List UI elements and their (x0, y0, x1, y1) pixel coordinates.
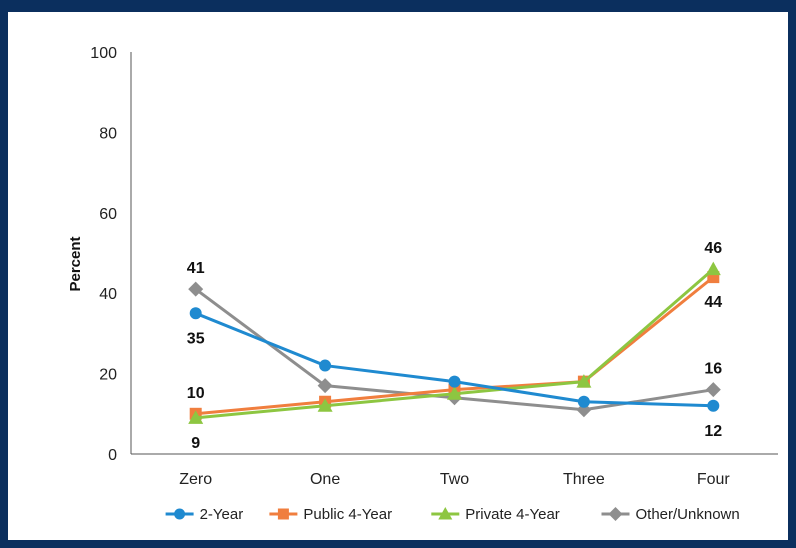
data-label: 16 (704, 361, 722, 378)
data-point (705, 382, 721, 398)
series-2-year (189, 307, 720, 412)
data-point (188, 410, 204, 424)
data-point (577, 395, 590, 408)
y-tick-label: 100 (90, 45, 117, 62)
data-label: 10 (187, 385, 205, 402)
legend-marker (438, 507, 453, 520)
data-label: 35 (187, 330, 205, 347)
y-tick-label: 0 (108, 447, 117, 464)
data-label: 9 (191, 435, 200, 452)
data-label: 12 (704, 423, 722, 440)
x-tick-label: Two (440, 471, 469, 488)
data-label: 46 (704, 240, 722, 257)
legend-item: Public 4-Year (269, 506, 392, 523)
x-tick-label: Zero (179, 471, 212, 488)
legend-item: Private 4-Year (431, 506, 560, 523)
data-point (576, 374, 592, 388)
legend-item: 2-Year (165, 506, 244, 523)
legend-label: Other/Unknown (636, 506, 740, 523)
data-point (447, 386, 462, 400)
legend-marker (608, 507, 623, 521)
data-point (448, 375, 461, 388)
data-point (317, 398, 333, 412)
legend-marker (174, 508, 186, 520)
x-tick-label: One (310, 471, 340, 488)
data-point (705, 261, 721, 276)
y-tick-label: 60 (99, 206, 117, 223)
data-point (319, 359, 332, 372)
x-tick-label: Four (697, 471, 731, 488)
y-tick-label: 40 (99, 286, 117, 303)
series-private-4-year (188, 261, 721, 424)
legend-marker (277, 508, 289, 520)
y-tick-label: 20 (99, 367, 117, 384)
data-point (188, 281, 204, 297)
data-label: 41 (187, 260, 205, 277)
y-axis-label: Percent (67, 236, 84, 291)
chart-frame: Percent 0 20 40 60 80 100 Zero One Two Three Four … (8, 12, 788, 540)
x-tick-label: Three (563, 471, 605, 488)
legend-item: Other/Unknown (601, 506, 740, 523)
data-point (707, 399, 720, 412)
legend-label: Private 4-Year (465, 506, 560, 523)
legend-label: Public 4-Year (303, 506, 392, 523)
legend-label: 2-Year (200, 506, 244, 523)
data-point (189, 307, 202, 320)
y-tick-label: 80 (99, 125, 117, 142)
data-point (317, 378, 333, 394)
data-label: 44 (704, 294, 722, 311)
